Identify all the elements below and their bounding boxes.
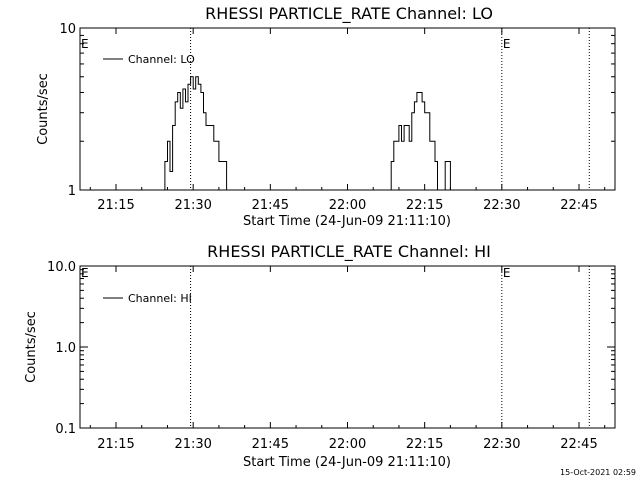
panel-lo-y-axis: 1 10 (59, 22, 615, 199)
panel-hi-left-edge-label: E (81, 266, 89, 280)
panel-hi-x-axis-label: Start Time (24-Jun-09 21:11:10) (243, 455, 451, 470)
hi-x-tick-label-4: 22:15 (406, 437, 443, 452)
hi-event-marker-label-1: E (503, 266, 511, 280)
panel-hi-y-axis-label: Counts/sec (24, 311, 39, 383)
panel-lo-x-axis: 21:15 21:30 21:45 22:00 22:15 22:30 22:45 (89, 28, 606, 213)
panel-hi-legend: Channel: HI (103, 292, 192, 305)
lo-event-marker-label-1: E (503, 37, 511, 51)
panel-lo-x-axis-label: Start Time (24-Jun-09 21:11:10) (243, 214, 451, 229)
lo-x-tick-label-4: 22:15 (406, 198, 443, 213)
panel-hi: RHESSI PARTICLE_RATE Channel: HI E E 21:… (24, 242, 616, 470)
panel-lo: RHESSI PARTICLE_RATE Channel: LO E E 21:… (36, 4, 616, 229)
hi-y-tick-label-1: 1.0 (55, 341, 76, 356)
panel-lo-series-line (162, 76, 453, 191)
panel-lo-legend: Channel: LO (103, 53, 195, 66)
panel-hi-title: RHESSI PARTICLE_RATE Channel: HI (207, 242, 491, 262)
lo-y-tick-label-1: 10 (59, 22, 76, 37)
panel-hi-plot-frame (79, 265, 616, 429)
panel-hi-legend-label: Channel: HI (128, 292, 192, 305)
lo-y-tick-label-0: 1 (68, 184, 76, 199)
panel-lo-y-axis-label: Counts/sec (36, 73, 51, 145)
panel-lo-legend-label: Channel: LO (128, 53, 195, 66)
lo-x-tick-label-5: 22:30 (483, 198, 520, 213)
hi-x-tick-label-2: 21:45 (252, 437, 289, 452)
lo-x-tick-label-2: 21:45 (252, 198, 289, 213)
panel-hi-event-markers: E (190, 266, 590, 428)
hi-x-tick-label-1: 21:30 (174, 437, 211, 452)
lo-x-tick-label-0: 21:15 (97, 198, 134, 213)
hi-x-tick-label-3: 22:00 (329, 437, 366, 452)
hi-x-tick-label-0: 21:15 (97, 437, 134, 452)
panel-hi-y-axis: 0.1 1.0 10.0 (47, 260, 615, 437)
hi-x-tick-label-5: 22:30 (483, 437, 520, 452)
hi-x-tick-label-6: 22:45 (560, 437, 597, 452)
hi-y-tick-label-2: 10.0 (47, 260, 76, 275)
lo-x-tick-label-1: 21:30 (174, 198, 211, 213)
panel-lo-title: RHESSI PARTICLE_RATE Channel: LO (205, 4, 493, 24)
footer-timestamp: 15-Oct-2021 02:59 (560, 468, 636, 477)
hi-y-tick-label-0: 0.1 (55, 422, 76, 437)
panel-hi-x-axis: 21:15 21:30 21:45 22:00 22:15 22:30 22:45 (89, 266, 606, 452)
lo-x-tick-label-6: 22:45 (560, 198, 597, 213)
lo-x-tick-label-3: 22:00 (329, 198, 366, 213)
panel-lo-left-edge-label: E (81, 37, 89, 51)
panel-lo-event-markers: E (190, 28, 590, 190)
